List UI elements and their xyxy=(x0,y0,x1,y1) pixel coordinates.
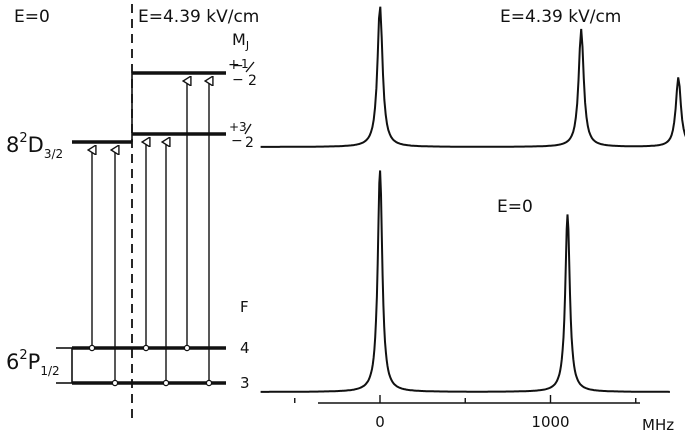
svg-text:+3: +3 xyxy=(229,120,247,134)
spectrum-bottom-label: E=0 xyxy=(497,197,533,217)
mj-header: MJ xyxy=(232,30,249,52)
mj-upper-label: − + 1 − 2 xyxy=(228,57,257,89)
field-zero-label: E=0 xyxy=(14,7,50,27)
svg-text:−: − xyxy=(231,133,243,149)
spectrum-trace-field-on xyxy=(260,6,685,148)
svg-text:+: + xyxy=(228,57,240,73)
svg-text:2: 2 xyxy=(245,135,254,151)
upper-state-label: 82D3/2 xyxy=(6,131,63,161)
svg-text:−: − xyxy=(232,58,244,74)
frequency-axis-unit: MHz xyxy=(642,416,674,433)
axis-tick-label: 1000 xyxy=(531,413,569,431)
svg-text:2: 2 xyxy=(248,73,257,89)
svg-text:1: 1 xyxy=(241,57,249,71)
f-upper-label: 4 xyxy=(240,339,250,357)
spectra-panel: E=4.39 kV/cm E=0 0100020003000 MHz xyxy=(260,6,685,433)
svg-text:−: − xyxy=(232,72,244,88)
energy-level-diagram: E=0 E=4.39 kV/cm MJ − + 1 − 2 +3 − xyxy=(6,4,259,418)
f-header: F xyxy=(240,298,249,316)
transition-arrows xyxy=(89,81,211,387)
spectrum-trace-field-zero xyxy=(260,170,670,393)
field-on-label: E=4.39 kV/cm xyxy=(138,7,259,27)
f-lower-label: 3 xyxy=(240,374,250,392)
spectrum-top-label: E=4.39 kV/cm xyxy=(500,7,621,27)
frequency-axis-ticks: 0100020003000 xyxy=(294,395,637,431)
mj-lower-label: +3 − 2 xyxy=(229,120,254,151)
axis-tick-label: 0 xyxy=(375,413,385,431)
lower-state-label: 62P1/2 xyxy=(6,348,60,378)
